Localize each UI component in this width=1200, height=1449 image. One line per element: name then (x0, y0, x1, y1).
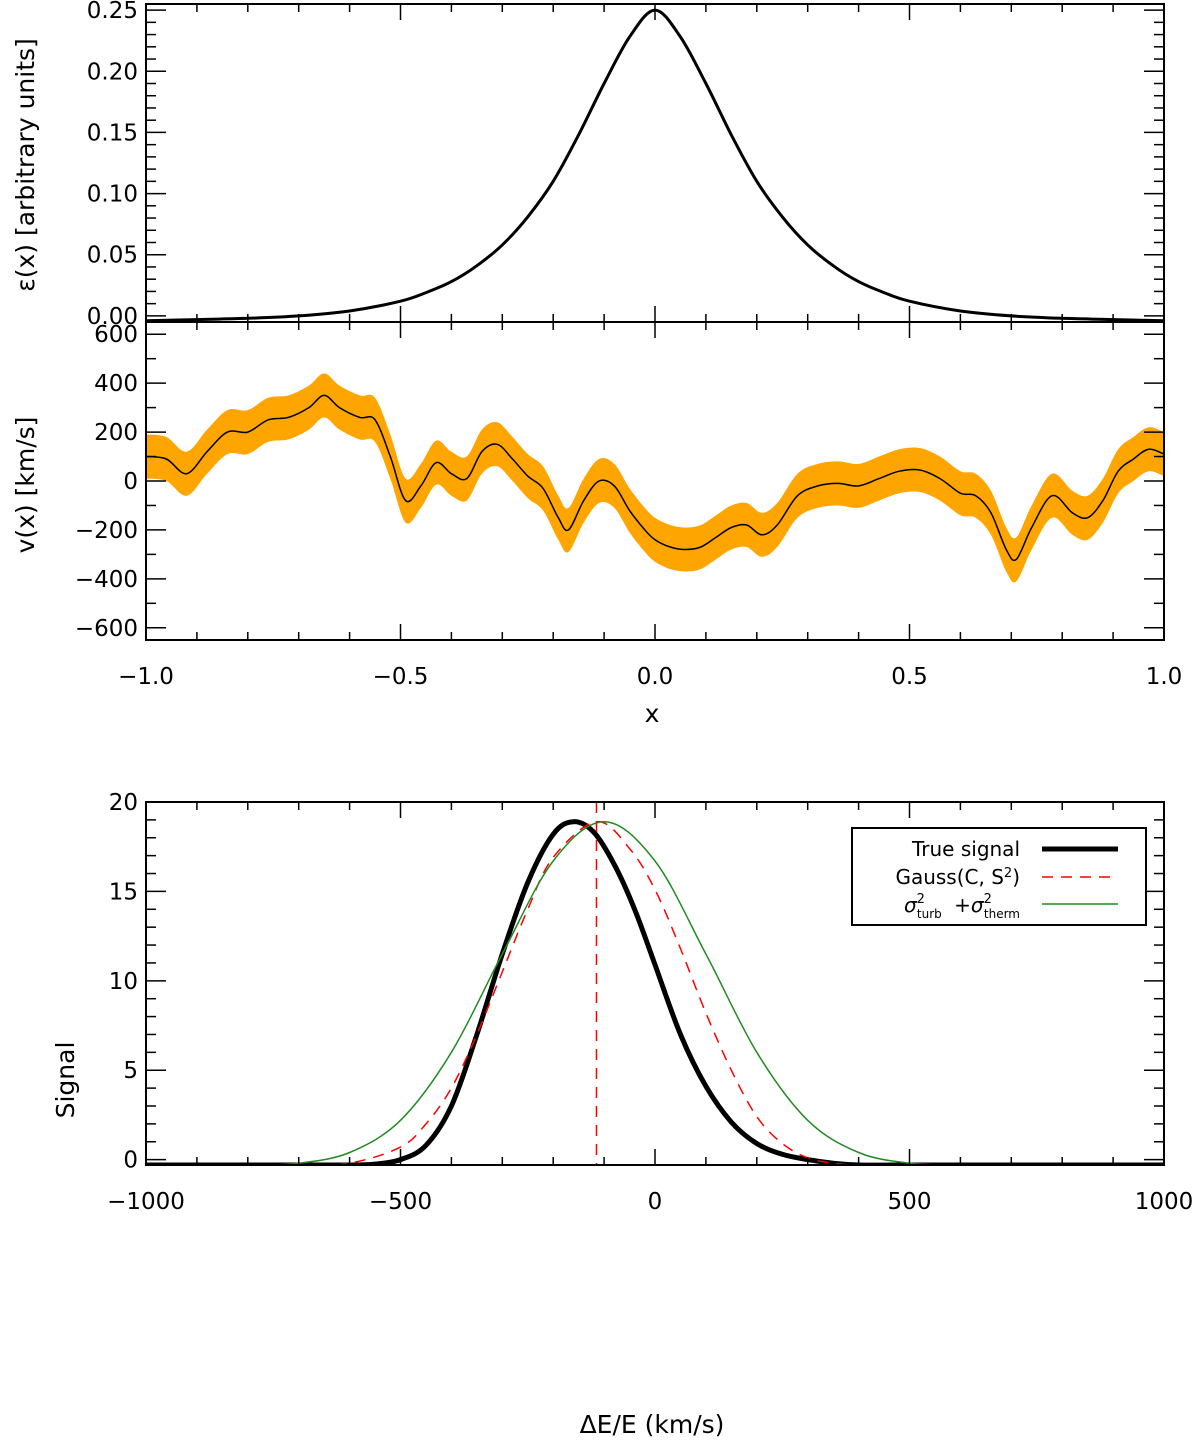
ylabel-velocity: v(x) [km/s] (11, 417, 40, 554)
legend-label-gauss: Gauss(C, S2) (895, 865, 1020, 889)
uncertainty-band (146, 373, 1164, 583)
legend-label-true-signal: True signal (911, 837, 1020, 861)
plot-area (146, 373, 1164, 583)
x-tick-label: 0 (648, 1189, 663, 1215)
y-tick-label: −600 (75, 616, 138, 642)
y-tick-label: −400 (75, 567, 138, 593)
x-tick-label: 500 (888, 1189, 932, 1215)
x-tick-label: 1000 (1135, 1189, 1194, 1215)
axes-frame (145, 3, 1165, 323)
x-tick-label: 1.0 (1146, 664, 1183, 690)
x-tick-label: −0.5 (373, 664, 429, 690)
y-tick-label: 0 (123, 1148, 138, 1174)
y-tick-label: 0.00 (87, 304, 138, 330)
legend: True signal Gauss(C, S2) σ2 turb +σ2 therm (851, 827, 1147, 926)
y-tick-label: 15 (109, 879, 138, 905)
y-tick-label: 600 (94, 322, 138, 348)
y-tick-label: 10 (109, 969, 138, 995)
axes-frame (145, 321, 1165, 641)
x-tick-label: 0.5 (891, 664, 928, 690)
y-tick-label: 400 (94, 371, 138, 397)
y-tick-label: 0.15 (87, 120, 138, 146)
legend-box (851, 827, 1147, 926)
y-tick-label: 200 (94, 420, 138, 446)
series-line-x (146, 8, 1164, 322)
y-tick-label: 5 (123, 1058, 138, 1084)
series-line-v-x (146, 394, 1164, 562)
legend-label-sigma: σ2 turb +σ2 therm (904, 892, 1020, 921)
y-tick-label: 0.05 (87, 243, 138, 269)
y-tick-label: 0 (123, 469, 138, 495)
panel-signal: 0 5 10 15 20 −1000 −500 0 500 1000 (107, 790, 1193, 1215)
ylabel-emissivity: ε(x) [arbitrary units] (11, 38, 40, 292)
ylabel-signal: Signal (51, 1042, 80, 1119)
y-tick-label: 20 (109, 790, 138, 816)
panel-velocity: −600 −400 −200 0 200 400 600 −1.0 −0.5 0.0 0.5 1.0 (75, 321, 1183, 690)
x-tick-label: −1.0 (118, 664, 174, 690)
y-tick-label: 0.10 (87, 182, 138, 208)
plot-area (146, 8, 1164, 322)
xlabel-signal: ΔE/E (km/s) (580, 1410, 725, 1439)
x-tick-label: −500 (369, 1189, 432, 1215)
y-tick-label: −200 (75, 518, 138, 544)
x-tick-label: 0.0 (637, 664, 674, 690)
panel-emissivity: 0.00 0.05 0.10 0.15 0.20 0.25 (87, 0, 1165, 330)
y-tick-label: 0.25 (87, 0, 138, 24)
x-tick-label: −1000 (107, 1189, 185, 1215)
series-line-true-signal (146, 819, 1164, 1165)
xlabel-velocity-panel: x (645, 699, 660, 728)
y-tick-label: 0.20 (87, 59, 138, 85)
